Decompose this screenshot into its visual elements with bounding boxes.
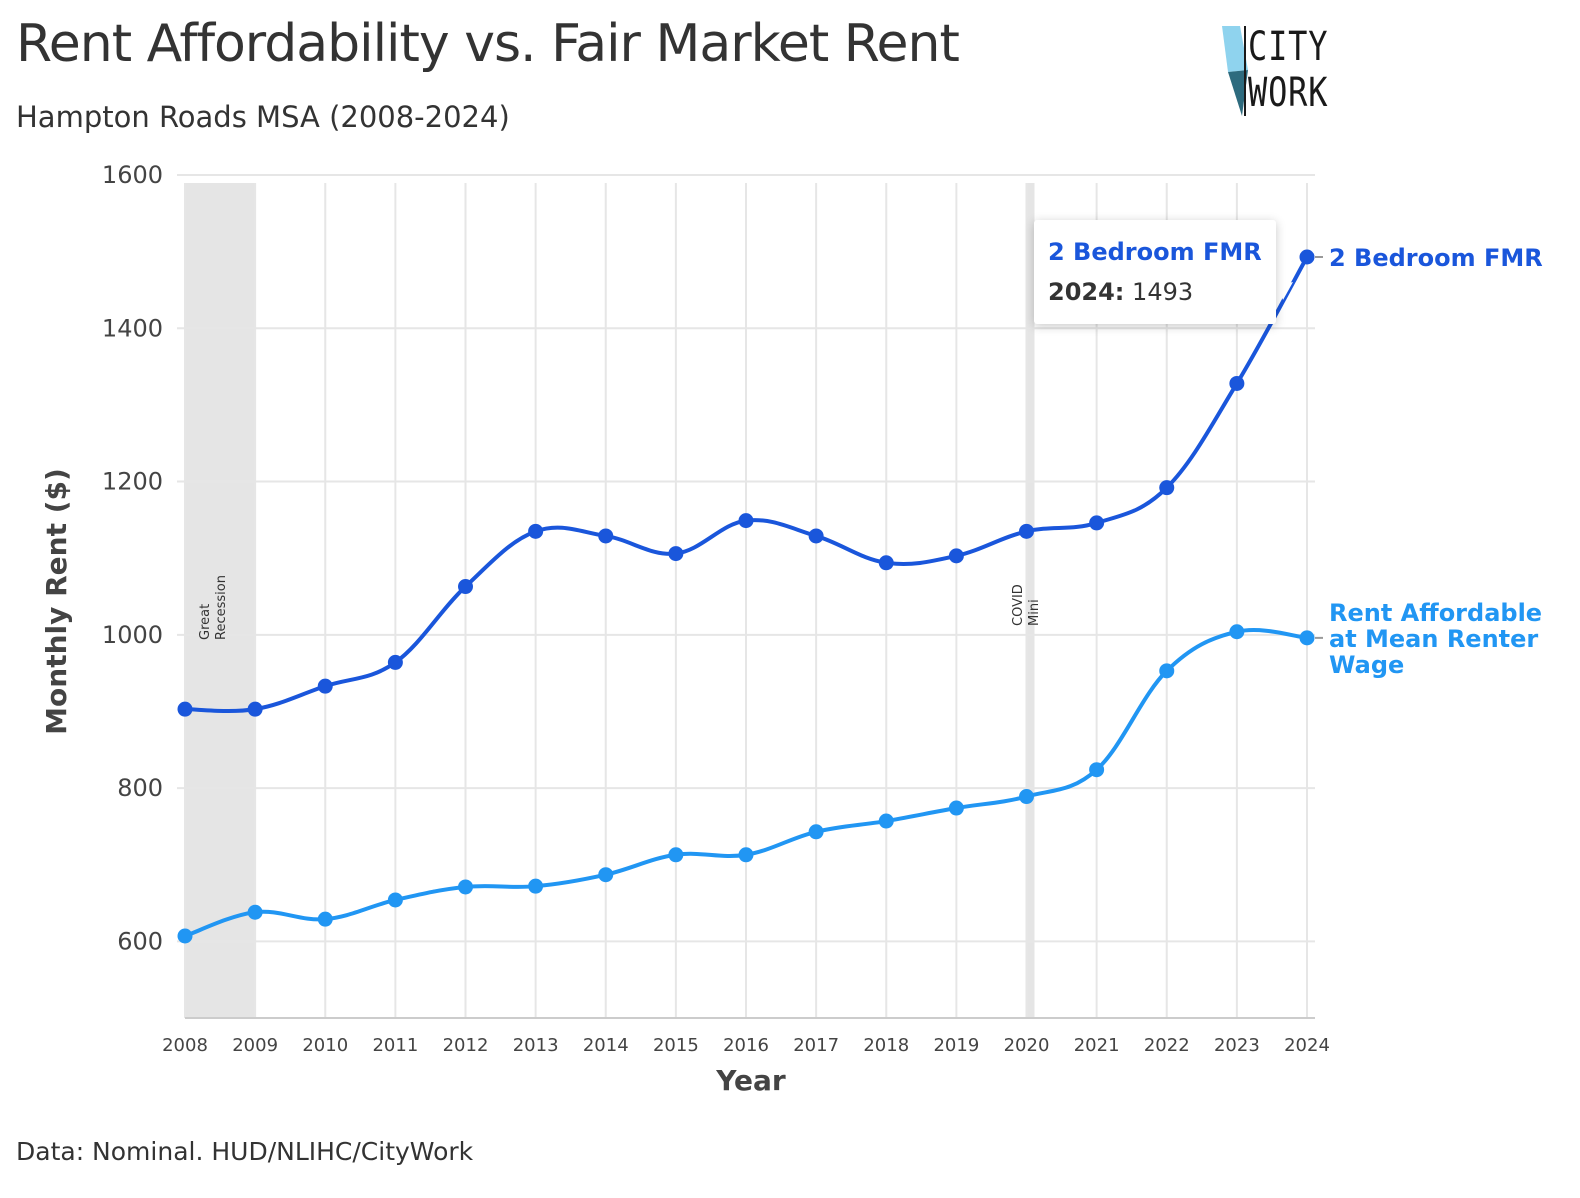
x-tick-label: 2010 [302, 1035, 348, 1056]
band-0 [185, 183, 256, 1018]
chart-title: Rent Affordability vs. Fair Market Rent [16, 14, 960, 74]
data-point [738, 513, 754, 529]
chart-subtitle: Hampton Roads MSA (2008-2024) [16, 100, 510, 134]
data-point [948, 548, 964, 564]
data-point [387, 892, 403, 908]
data-point [1299, 249, 1315, 265]
data-point [808, 824, 824, 840]
x-tick-label: 2011 [372, 1035, 418, 1056]
data-point [1299, 630, 1315, 646]
data-point [878, 813, 894, 829]
y-tick-label: 800 [117, 774, 163, 802]
y-tick-label: 1600 [102, 161, 163, 189]
data-point [247, 904, 263, 920]
y-tick-label: 1000 [102, 621, 163, 649]
x-tick-label: 2008 [162, 1035, 208, 1056]
band-1 [1026, 183, 1035, 1018]
data-point [948, 800, 964, 816]
data-point [177, 701, 193, 717]
series-end-label: Rent Affordable [1329, 599, 1542, 627]
x-tick-label: 2016 [723, 1035, 769, 1056]
x-tick-label: 2014 [583, 1035, 629, 1056]
y-tick-label: 1200 [102, 468, 163, 496]
data-point [598, 867, 614, 883]
data-point [458, 579, 473, 595]
citywork-logo-icon [1222, 26, 1248, 116]
logo-text-city: CITY [1248, 24, 1329, 70]
tooltip: 2 Bedroom FMR 2024: 1493 [1034, 220, 1276, 324]
x-tick-label: 2021 [1074, 1035, 1120, 1056]
data-point [1089, 515, 1105, 531]
tooltip-year: 2024: [1048, 278, 1125, 306]
data-point [317, 911, 333, 927]
data-point [598, 528, 614, 544]
series-end-label: Wage [1329, 651, 1404, 679]
data-point [1019, 789, 1034, 805]
tooltip-title: 2 Bedroom FMR [1048, 238, 1262, 266]
x-tick-label: 2018 [863, 1035, 909, 1056]
data-point [1159, 480, 1175, 496]
y-tick-label: 1400 [102, 314, 163, 342]
data-point [738, 847, 754, 863]
x-tick-label: 2013 [513, 1035, 559, 1056]
x-tick-label: 2020 [1004, 1035, 1050, 1056]
logo-text-work: WORK [1248, 70, 1329, 116]
y-axis-title: Monthly Rent ($) [40, 468, 73, 735]
data-point [878, 555, 894, 571]
band-label-0: Great Recession [198, 575, 229, 640]
x-tick-label: 2019 [933, 1035, 979, 1056]
band-label-line: Mini [1027, 599, 1042, 626]
x-tick-label: 2024 [1284, 1035, 1330, 1056]
x-axis-title: Year [715, 1064, 786, 1097]
tooltip-row: 2024: 1493 [1048, 278, 1193, 306]
band-label-line: Recession [214, 575, 229, 640]
data-point [247, 701, 263, 717]
data-point [528, 523, 544, 539]
x-tick-label: 2022 [1144, 1035, 1190, 1056]
data-point [668, 546, 684, 562]
data-point [668, 847, 684, 863]
data-point [1229, 624, 1245, 640]
data-point [528, 878, 544, 894]
data-point [177, 928, 193, 944]
series-end-label: 2 Bedroom FMR [1329, 244, 1543, 272]
data-point [1229, 375, 1245, 391]
data-point [387, 654, 403, 670]
band-label-line: Great [198, 604, 213, 640]
data-point [1019, 523, 1034, 539]
series-line-1 [184, 628, 1308, 938]
data-source-note: Data: Nominal. HUD/NLIHC/CityWork [16, 1137, 474, 1166]
x-tick-label: 2012 [443, 1035, 489, 1056]
band-label-1: COVID Mini [1011, 584, 1042, 626]
data-point [317, 678, 333, 694]
x-tick-label: 2017 [793, 1035, 839, 1056]
tooltip-value: 1493 [1132, 278, 1194, 306]
y-tick-label: 600 [117, 927, 163, 955]
data-point [1089, 762, 1105, 778]
tooltip-pointer [1279, 282, 1293, 300]
data-point [808, 528, 824, 544]
data-point [458, 879, 473, 895]
x-tick-label: 2015 [653, 1035, 699, 1056]
band-label-line: COVID [1011, 584, 1026, 626]
data-point [1159, 663, 1175, 679]
series-end-label: at Mean Renter [1329, 625, 1538, 653]
x-tick-label: 2009 [232, 1035, 278, 1056]
x-tick-label: 2023 [1214, 1035, 1260, 1056]
